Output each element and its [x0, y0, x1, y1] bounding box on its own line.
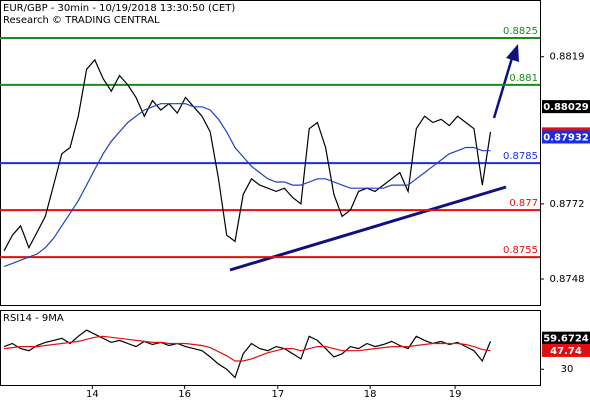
y-tick-label: 0.8772	[550, 199, 585, 210]
chart-subtitle: Research © TRADING CENTRAL	[3, 15, 160, 26]
price-tag	[542, 343, 590, 357]
level-label: 0.877	[509, 198, 538, 209]
y-tick-label: 0.8748	[550, 274, 585, 285]
level-label: 0.8785	[503, 151, 538, 162]
series-line	[3, 329, 492, 379]
price-tag	[542, 331, 590, 345]
chart-title: EUR/GBP - 30min - 10/19/2018 13:30:50 (C…	[3, 3, 235, 14]
y-tick-label: 0.8819	[550, 52, 585, 63]
level-label: 0.881	[509, 73, 538, 84]
y-tick-label: 30	[561, 364, 574, 375]
price-tag	[542, 130, 590, 144]
x-tick-label: 14	[86, 389, 99, 400]
series-line	[3, 103, 491, 268]
price-tag-label: 59.6724	[543, 334, 589, 345]
rsi-frame	[0, 310, 541, 386]
price-tag-label: 47.74	[550, 346, 582, 357]
rsi-title: RSI14 - 9MA	[3, 313, 64, 324]
price-tag-label: 0.88029	[543, 102, 589, 113]
price-tag-label: 0.87932	[543, 133, 589, 144]
level-label: 0.8755	[503, 245, 538, 256]
x-tick-label: 18	[364, 389, 377, 400]
x-tick-label: 19	[449, 389, 462, 400]
arrow-head	[506, 44, 519, 62]
series-line	[4, 335, 491, 362]
price-tag	[542, 100, 590, 114]
level-label: 0.8825	[503, 26, 538, 37]
x-tick-label: 16	[178, 389, 191, 400]
x-tick-label: 17	[271, 389, 284, 400]
arrow-shaft	[492, 57, 514, 119]
series-line	[3, 58, 492, 252]
main-frame	[0, 0, 541, 306]
